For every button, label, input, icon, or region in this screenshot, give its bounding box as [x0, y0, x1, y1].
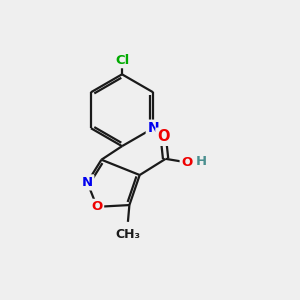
Text: N: N [82, 176, 93, 189]
Text: Cl: Cl [115, 54, 129, 67]
Text: N: N [147, 121, 159, 135]
Text: O: O [157, 129, 169, 144]
Text: H: H [196, 155, 207, 168]
Text: O: O [92, 200, 103, 213]
Text: CH₃: CH₃ [116, 228, 140, 241]
Text: O: O [181, 156, 192, 169]
